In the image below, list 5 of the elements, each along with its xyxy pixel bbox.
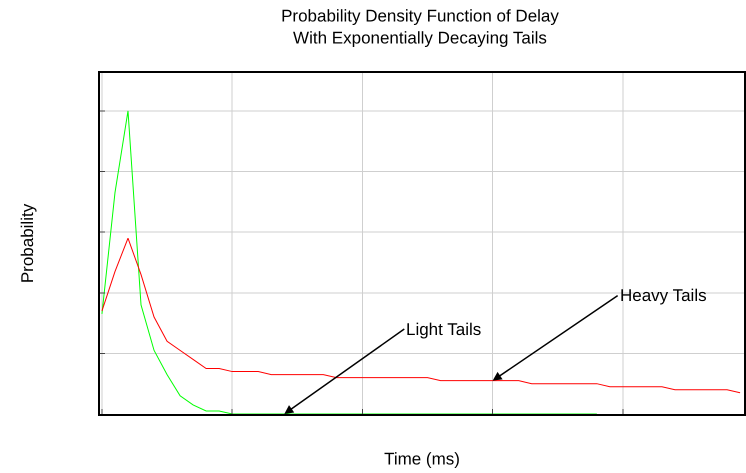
annotation: Light Tails [406,320,482,339]
y-axis-title: Probability [18,203,38,284]
chart-title: Probability Density Function of Delay With Exponentially Decaying Tails [281,6,560,48]
annotation: Heavy Tails [620,286,707,305]
x-axis-title: Time (ms) [384,449,460,468]
